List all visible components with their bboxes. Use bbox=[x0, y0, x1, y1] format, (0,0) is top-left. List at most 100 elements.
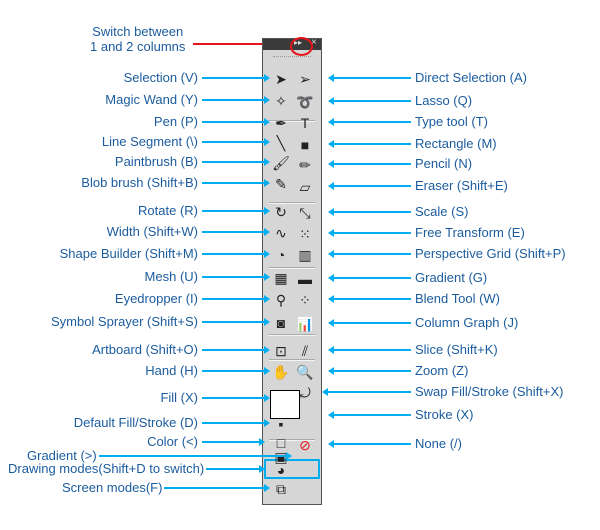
left-label: Eyedropper (I) bbox=[114, 291, 198, 306]
fill-swatch[interactable] bbox=[270, 390, 300, 419]
swap-icon[interactable]: ⤾ bbox=[299, 385, 311, 401]
zoom-icon[interactable]: 🔍 bbox=[296, 364, 314, 380]
column-graph-icon[interactable]: 📊 bbox=[296, 316, 314, 332]
slice-icon[interactable]: ⫽ bbox=[301, 343, 309, 359]
callout-arrowhead bbox=[328, 74, 334, 82]
callout-arrowhead bbox=[264, 419, 270, 427]
eraser-icon[interactable]: ▱ bbox=[299, 179, 311, 195]
left-label: Mesh (U) bbox=[144, 269, 198, 284]
blob-brush-icon[interactable]: ✎ bbox=[275, 176, 287, 192]
rectangle-icon[interactable]: ■ bbox=[300, 137, 310, 153]
mesh-icon[interactable]: ▦ bbox=[274, 270, 288, 286]
screen-modes-icon[interactable]: ⧉ bbox=[276, 481, 286, 497]
callout-arrowhead bbox=[328, 346, 334, 354]
right-label: Eraser (Shift+E) bbox=[415, 178, 508, 193]
callout-arrowhead bbox=[328, 319, 334, 327]
left-label: Default Fill/Stroke (D) bbox=[73, 415, 198, 430]
callout-arrow bbox=[328, 391, 411, 393]
artboard-icon[interactable]: ⊡ bbox=[275, 343, 287, 359]
highlight-circle bbox=[290, 37, 313, 56]
callout-arrowhead bbox=[264, 118, 270, 126]
color-icon[interactable]: □ bbox=[276, 435, 286, 451]
separator bbox=[269, 359, 315, 361]
callout-arrow bbox=[99, 455, 287, 457]
callout-arrow bbox=[202, 231, 265, 233]
none-icon[interactable]: ⊘ bbox=[299, 437, 311, 453]
callout-arrowhead bbox=[328, 208, 334, 216]
pen-icon[interactable]: ✒ bbox=[275, 115, 287, 131]
callout-arrow bbox=[202, 182, 265, 184]
callout-arrowhead bbox=[264, 207, 270, 215]
separator bbox=[269, 202, 315, 204]
callout-arrowhead bbox=[264, 138, 270, 146]
callout-arrowhead bbox=[259, 438, 265, 446]
callout-arrowhead bbox=[264, 318, 270, 326]
paintbrush-icon[interactable]: 🖌 bbox=[272, 155, 290, 171]
callout-arrowhead bbox=[328, 229, 334, 237]
callout-arrow bbox=[202, 276, 265, 278]
callout-arrow bbox=[202, 161, 265, 163]
callout-arrow bbox=[334, 143, 411, 145]
callout-arrow bbox=[334, 322, 411, 324]
callout-arrowhead bbox=[328, 274, 334, 282]
close-icon[interactable]: × bbox=[311, 37, 317, 48]
magic-wand-icon[interactable]: ✧ bbox=[275, 93, 287, 109]
rotate-icon[interactable]: ↻ bbox=[275, 204, 287, 220]
right-label: Rectangle (M) bbox=[415, 136, 497, 151]
callout-arrowhead bbox=[264, 394, 270, 402]
width-icon[interactable]: ∿ bbox=[275, 225, 287, 241]
gradient-mode-icon[interactable]: ▣ bbox=[274, 449, 288, 465]
callout-arrow bbox=[202, 370, 265, 372]
drawing-modes-icon[interactable]: ◕ bbox=[276, 462, 286, 478]
callout-arrowhead bbox=[328, 295, 334, 303]
right-label: Slice (Shift+K) bbox=[415, 342, 498, 357]
hand-icon[interactable]: ✋ bbox=[272, 364, 290, 380]
left-label: Drawing modes(Shift+D to switch) bbox=[8, 461, 205, 476]
left-label: Shape Builder (Shift+M) bbox=[59, 246, 198, 261]
blend-icon[interactable]: ⁘ bbox=[299, 292, 311, 308]
callout-arrow bbox=[334, 77, 411, 79]
callout-arrow bbox=[202, 121, 265, 123]
callout-arrow bbox=[202, 441, 260, 443]
left-label: Width (Shift+W) bbox=[106, 224, 198, 239]
type-icon[interactable]: T bbox=[300, 115, 310, 131]
callout-arrowhead bbox=[264, 484, 270, 492]
callout-arrowhead bbox=[264, 228, 270, 236]
direct-selection-icon[interactable]: ➢ bbox=[299, 71, 311, 87]
callout-arrowhead bbox=[328, 140, 334, 148]
right-label: Direct Selection (A) bbox=[415, 70, 527, 85]
left-label: Hand (H) bbox=[145, 363, 198, 378]
shape-builder-icon[interactable]: ◔ bbox=[276, 247, 286, 263]
line-segment-icon[interactable]: ╲ bbox=[276, 135, 286, 151]
separator bbox=[269, 267, 315, 269]
free-transform-icon[interactable]: ⁙ bbox=[299, 226, 311, 242]
perspective-grid-icon[interactable]: ▥ bbox=[298, 247, 312, 263]
right-label: Gradient (G) bbox=[415, 270, 488, 285]
right-label: Blend Tool (W) bbox=[415, 291, 501, 306]
callout-arrowhead bbox=[264, 295, 270, 303]
right-label: Column Graph (J) bbox=[415, 315, 519, 330]
callout-arrowhead bbox=[264, 273, 270, 281]
grip[interactable] bbox=[273, 56, 311, 57]
callout-arrowhead bbox=[328, 250, 334, 258]
callout-arrow bbox=[202, 141, 265, 143]
left-label: Color (<) bbox=[147, 434, 198, 449]
lasso-icon[interactable]: ➰ bbox=[296, 94, 314, 110]
symbol-sprayer-icon[interactable]: ◙ bbox=[276, 315, 286, 331]
separator bbox=[269, 334, 315, 336]
pencil-icon[interactable]: ✏ bbox=[299, 157, 311, 173]
separator bbox=[269, 120, 315, 122]
callout-arrowhead bbox=[264, 74, 270, 82]
left-label: Blob brush (Shift+B) bbox=[81, 175, 198, 190]
selection-arrow-icon[interactable]: ➤ bbox=[275, 71, 287, 87]
default-fill-stroke-icon[interactable]: ▪ bbox=[278, 416, 284, 432]
right-label: Swap Fill/Stroke (Shift+X) bbox=[415, 384, 564, 399]
right-label: Scale (S) bbox=[415, 204, 469, 219]
right-label: Type tool (T) bbox=[415, 114, 488, 129]
scale-icon[interactable]: ⤡ bbox=[299, 205, 311, 221]
callout-arrowhead bbox=[322, 388, 328, 396]
callout-arrowhead bbox=[286, 452, 292, 460]
eyedropper-icon[interactable]: ⚲ bbox=[275, 292, 287, 308]
gradient-icon[interactable]: ▬ bbox=[298, 271, 312, 287]
